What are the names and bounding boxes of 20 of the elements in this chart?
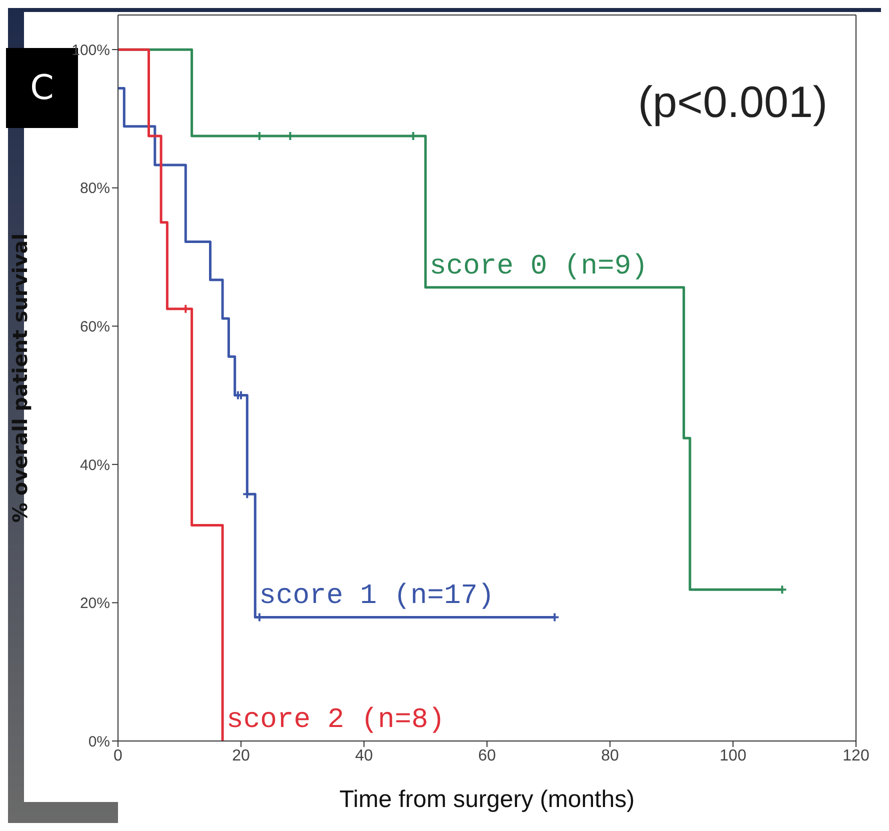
x-tick-label: 80: [601, 747, 619, 764]
x-tick-label: 40: [355, 747, 373, 764]
series-label: score 1 (n=17): [259, 581, 494, 612]
y-tick-label: 40%: [80, 456, 110, 474]
y-tick-label: 0%: [88, 733, 110, 750]
x-tick-label: 20: [232, 747, 250, 764]
x-axis-title: Time from surgery (months): [339, 786, 635, 813]
x-tick-label: 60: [478, 747, 496, 764]
y-tick-label: 20%: [80, 595, 110, 612]
x-tick-label: 120: [842, 747, 870, 764]
x-tick-label: 100: [720, 747, 746, 764]
annotation: (p<0.001): [638, 78, 828, 128]
y-tick-label: 60%: [80, 318, 110, 336]
text: C: [30, 68, 54, 108]
y-axis-title: % overall patient survival: [8, 233, 32, 523]
x-tick-label: 0: [114, 747, 123, 764]
y-tick-label: 100%: [72, 42, 110, 59]
series-label: score 0 (n=9): [430, 251, 648, 282]
series-label: score 2 (n=8): [226, 705, 445, 736]
y-tick-label: 80%: [80, 180, 110, 198]
